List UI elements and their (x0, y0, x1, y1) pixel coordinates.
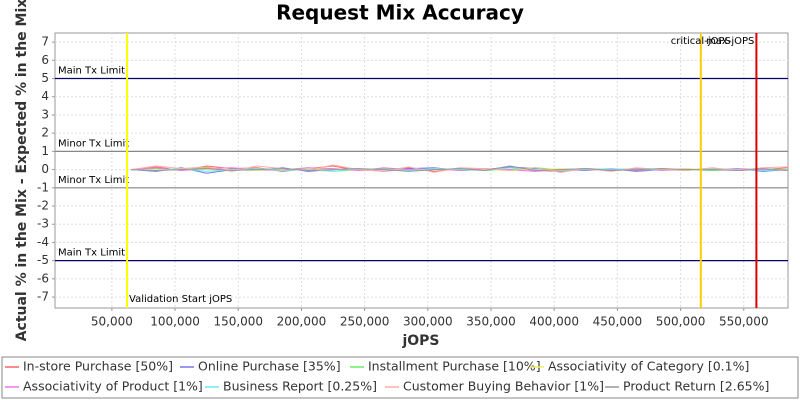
x-tick-label: 50,000 (91, 315, 133, 329)
y-tick-label: -5 (37, 253, 49, 267)
x-tick-label: 400,000 (529, 315, 579, 329)
reference-label: Minor Tx Limit (58, 138, 129, 149)
x-tick-label: 100,000 (150, 315, 200, 329)
x-tick-label: 250,000 (340, 315, 390, 329)
y-tick-label: -2 (37, 199, 49, 213)
x-tick-label: 350,000 (466, 315, 516, 329)
series-line (130, 164, 789, 173)
x-tick-label: 300,000 (403, 315, 453, 329)
y-tick-label: 4 (41, 89, 49, 103)
x-tick-label: 450,000 (593, 315, 643, 329)
y-tick-label: 1 (41, 144, 49, 158)
x-tick-label: 550,000 (719, 315, 769, 329)
chart-title: Request Mix Accuracy (276, 1, 524, 25)
reference-label: Main Tx Limit (58, 66, 125, 77)
legend-label: In-store Purchase [50%] (23, 359, 173, 374)
y-tick-label: -3 (37, 217, 49, 231)
x-tick-label: 150,000 (213, 315, 263, 329)
legend-label: Business Report [0.25%] (223, 379, 377, 394)
series-line (130, 165, 789, 172)
legend-label: Product Return [2.65%] (623, 379, 769, 394)
x-tick-label: 200,000 (277, 315, 327, 329)
legend-box (1, 356, 799, 399)
y-tick-label: 0 (41, 162, 49, 176)
marker-label: max-jOPS (706, 36, 754, 47)
y-tick-label: 5 (41, 71, 49, 85)
reference-label: Main Tx Limit (58, 248, 125, 259)
legend-label: Online Purchase [35%] (198, 359, 341, 374)
legend-label: Associativity of Category [0.1%] (548, 359, 749, 374)
legend-label: Associativity of Product [1%] (23, 379, 203, 394)
y-tick-label: -1 (37, 180, 49, 194)
legend-label: Installment Purchase [10%] (368, 359, 541, 374)
marker-label: Validation Start jOPS (129, 294, 232, 305)
y-tick-label: 7 (41, 35, 49, 49)
x-tick-label: 500,000 (656, 315, 706, 329)
marker-label: critical-jOPS (671, 36, 731, 47)
x-axis-label: jOPS (401, 333, 439, 349)
y-tick-label: 3 (41, 107, 49, 121)
y-tick-label: -7 (37, 290, 49, 304)
y-tick-label: -6 (37, 271, 49, 285)
y-axis-label: Actual % in the Mix - Expected % in the … (14, 0, 30, 341)
y-tick-label: 2 (41, 126, 49, 140)
legend-label: Customer Buying Behavior [1%] (403, 379, 604, 394)
y-tick-label: -4 (37, 235, 49, 249)
y-tick-label: 6 (41, 53, 49, 67)
reference-label: Minor Tx Limit (58, 175, 129, 186)
